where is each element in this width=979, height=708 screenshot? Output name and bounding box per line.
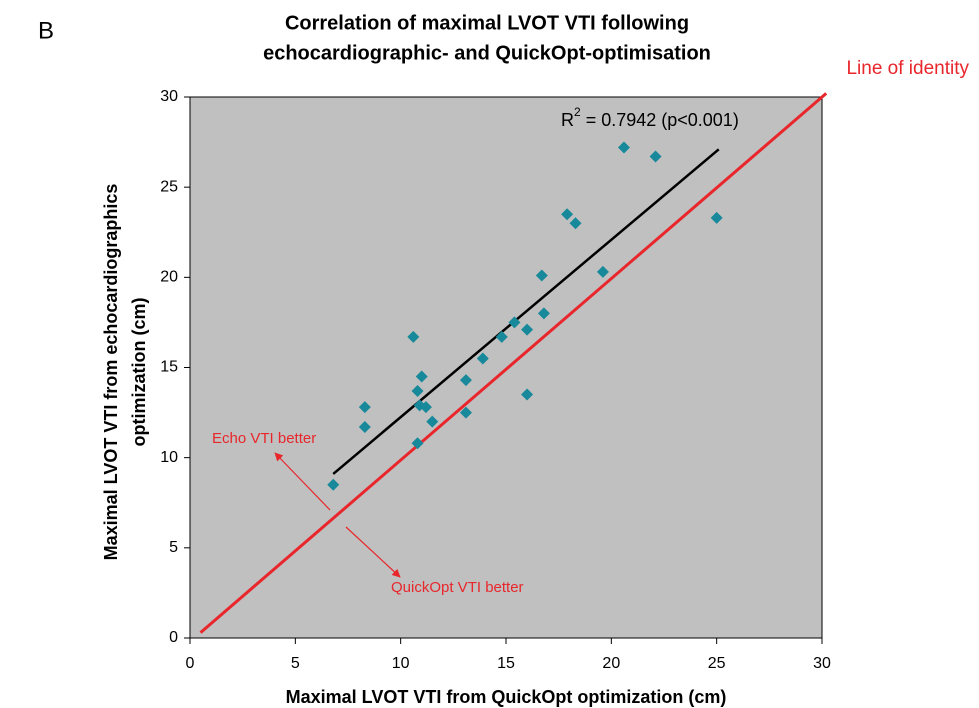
y-tick-label: 25 [160,178,178,195]
point [411,384,424,397]
y-tick-label: 20 [160,269,178,286]
point [476,352,489,365]
point [358,421,371,434]
point [327,478,340,491]
annotation: QuickOpt VTI better [391,579,524,596]
x-tick-label: 0 [186,655,195,672]
x-tick-label: 30 [813,655,831,672]
y-axis-label: optimization (cm) [129,298,149,447]
panel-label: B [38,17,54,44]
arrow [274,452,331,511]
point [569,217,582,230]
chart-title: echocardiographic- and QuickOpt-optimisa… [263,42,711,64]
point [419,401,432,414]
x-tick-label: 10 [392,655,410,672]
point [521,388,534,401]
point [407,330,420,343]
y-tick-label: 5 [169,539,178,556]
y-axis-label: Maximal LVOT VTI from echocardiographics [101,184,121,561]
y-tick-label: 10 [160,449,178,466]
identity-label: Line of identity [846,58,969,79]
point [535,269,548,282]
x-tick-label: 5 [291,655,300,672]
r2-label: R2 = 0.7942 (p<0.001) [561,105,739,130]
point [521,323,534,336]
point [411,437,424,450]
point [649,150,662,163]
identity-line [199,92,828,634]
fit-line [332,148,720,475]
point [426,415,439,428]
point [415,370,428,383]
point [561,208,574,221]
y-tick-label: 0 [169,629,178,646]
x-tick-label: 15 [497,655,515,672]
y-tick-label: 15 [160,359,178,376]
arrow [345,526,401,578]
point [459,374,472,387]
r2-part: = 0.7942 (p<0.001) [581,110,739,130]
point [537,307,550,320]
point [508,316,521,329]
x-axis-label: Maximal LVOT VTI from QuickOpt optimizat… [286,687,727,707]
y-tick-label: 30 [160,88,178,105]
x-tick-label: 25 [708,655,726,672]
chart-title: Correlation of maximal LVOT VTI followin… [285,12,689,34]
point [710,211,723,224]
point [459,406,472,419]
annotation: Echo VTI better [212,430,316,447]
point [358,401,371,414]
point [596,265,609,278]
point [495,330,508,343]
point [617,141,630,154]
r2-part: 2 [574,105,581,119]
r2-part: R [561,110,574,130]
x-tick-label: 20 [602,655,620,672]
